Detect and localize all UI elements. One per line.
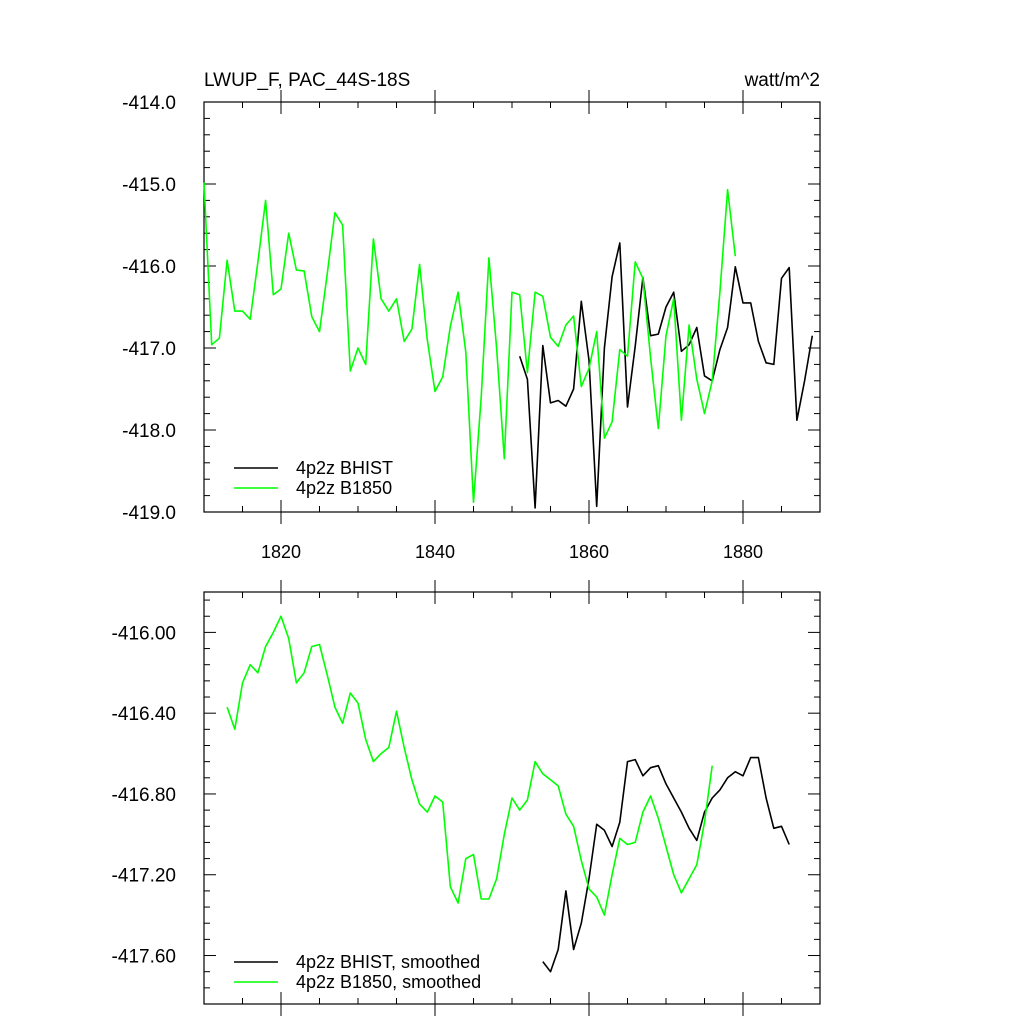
chart-title: LWUP_F, PAC_44S-18S [204,70,410,91]
legend-label: 4p2z B1850 [296,478,392,498]
x-tick-label: 1840 [415,542,455,562]
y-tick-label: -419.0 [122,503,176,524]
y-tick-label: -417.0 [122,339,176,360]
y-tick-label: -416.00 [112,623,176,644]
series-line-bhist [518,242,814,509]
legend-label: 4p2z B1850, smoothed [296,972,481,992]
y-tick-label: -415.0 [122,175,176,196]
x-tick-label: 1880 [723,542,763,562]
units-label: watt/m^2 [744,70,820,91]
y-tick-label: -416.80 [112,785,176,806]
y-tick-label: -416.0 [122,257,176,278]
y-tick-label: -417.20 [112,866,176,887]
y-tick-label: -417.60 [112,947,176,968]
series-line-b1850 [226,615,713,916]
x-tick-label: 1860 [569,542,609,562]
series-line-bhist [542,756,790,973]
series-line-b1850 [203,182,737,504]
legend-label: 4p2z BHIST, smoothed [296,952,480,972]
raw-panel: 1820 1840 1860 1880 -414.0 -415.0 -416.0 -417.0… [122,90,821,562]
legend-label: 4p2z BHIST [296,458,393,478]
x-tick-label: 1820 [261,542,301,562]
y-tick-label: -418.0 [122,421,176,442]
smoothed-panel: -416.00 -416.40 -416.80 -417.20 -417.60 4p2z … [112,580,821,1016]
y-tick-label: -416.40 [112,704,176,725]
y-tick-label: -414.0 [122,93,176,114]
